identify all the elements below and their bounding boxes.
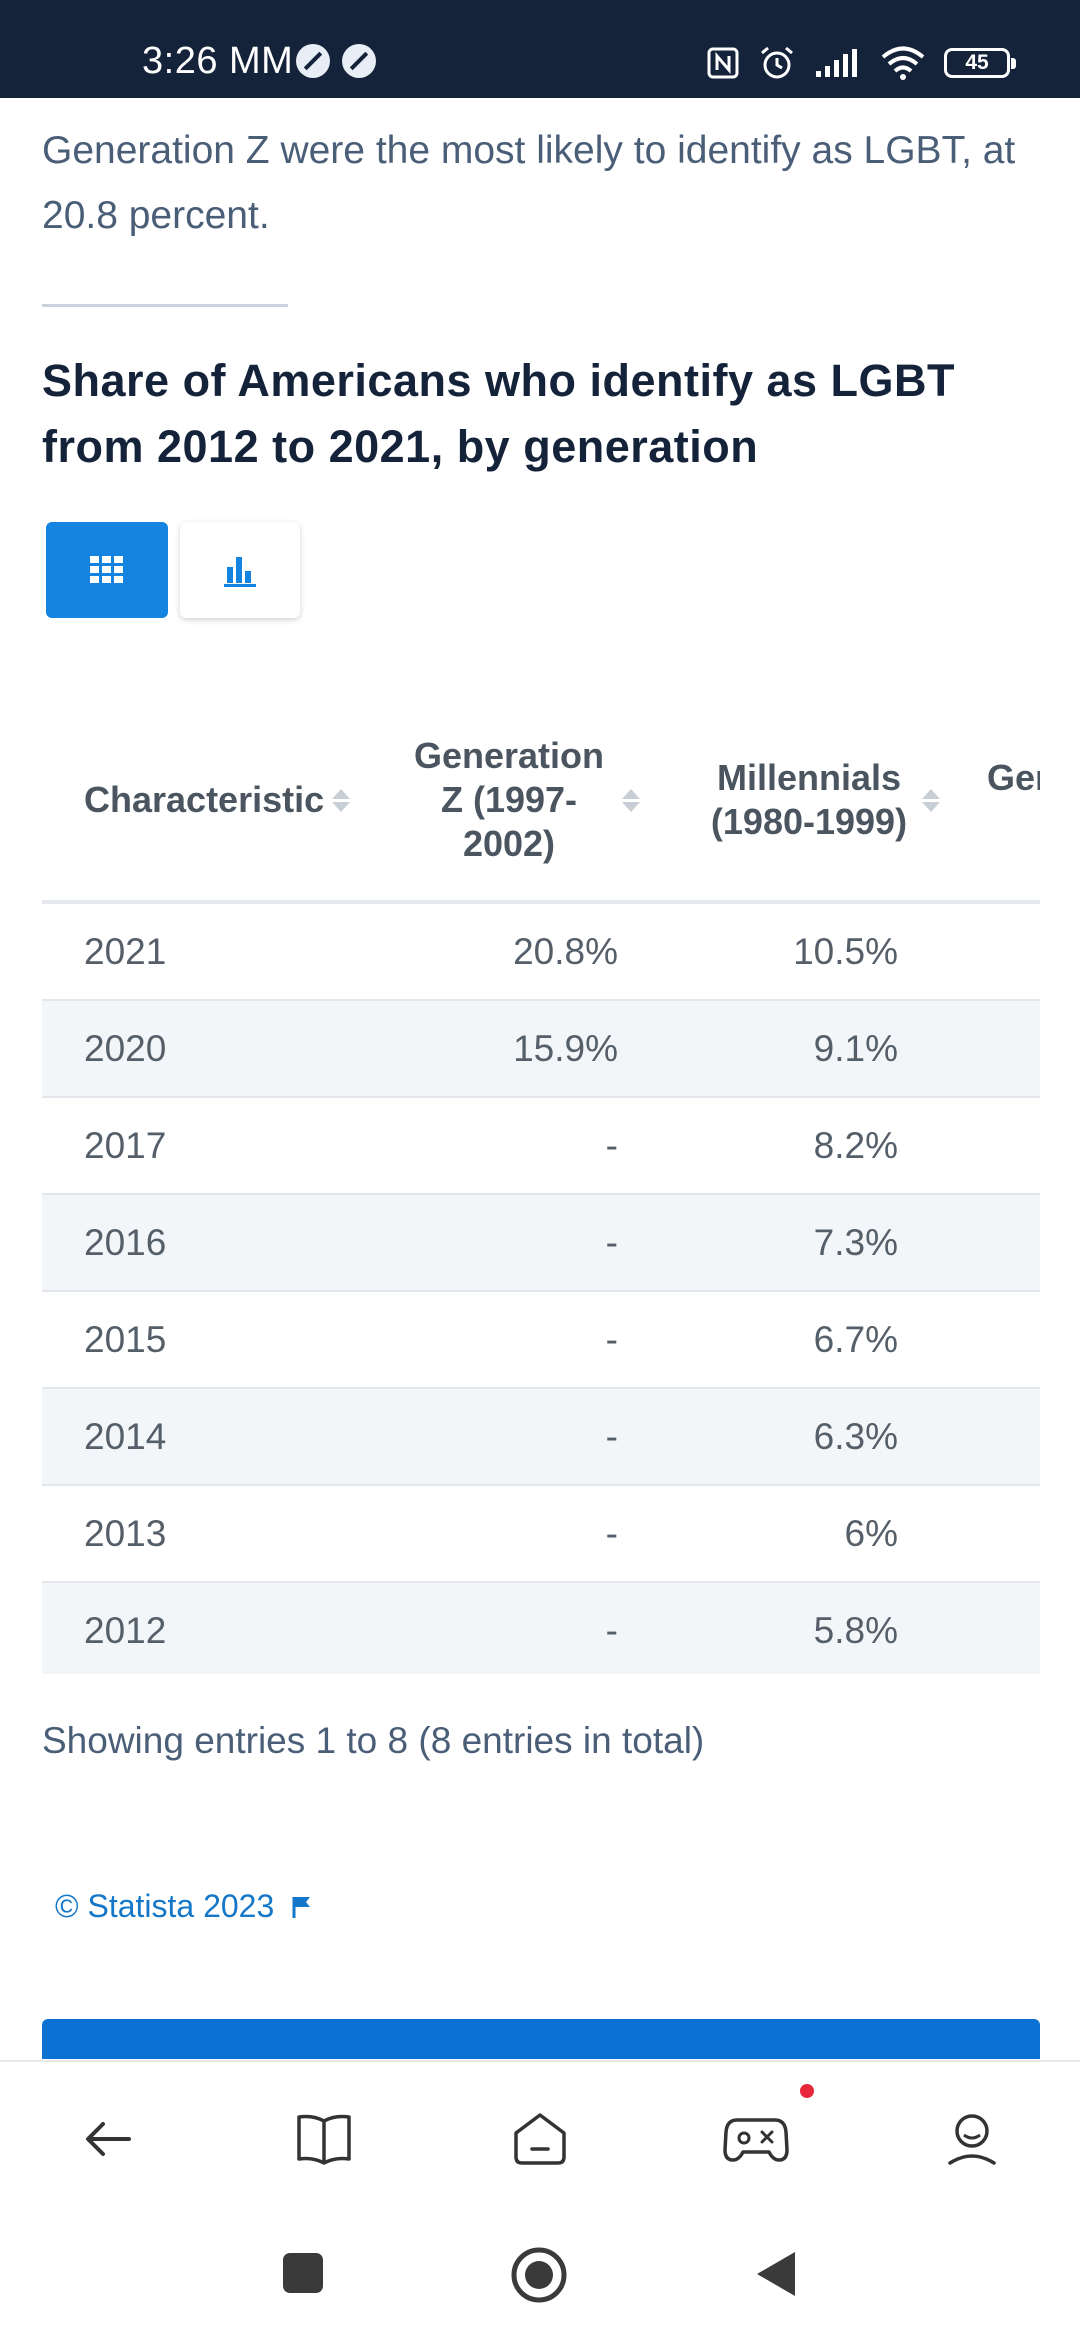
- table-row: 2016 - 7.3%: [42, 1194, 1040, 1292]
- battery-icon: 45: [944, 48, 1016, 78]
- cell-millennials: 9.1%: [682, 1000, 962, 1098]
- cell-year: 2020: [42, 1000, 362, 1098]
- nav-home-button[interactable]: [505, 2104, 575, 2174]
- table-view-button[interactable]: [46, 522, 168, 618]
- copyright-link[interactable]: © Statista 2023: [55, 1888, 312, 1925]
- table-row: 2021 20.8% 10.5%: [42, 902, 1040, 1001]
- cell-millennials: 6.3%: [682, 1388, 962, 1486]
- clock: 3:26: [142, 40, 218, 82]
- nav-games-button[interactable]: [721, 2104, 791, 2174]
- nav-profile-button[interactable]: [937, 2104, 1007, 2174]
- nav-back-button[interactable]: [73, 2104, 143, 2174]
- blocked-notification-icon: [342, 44, 376, 78]
- table-grid-icon: [90, 556, 123, 583]
- cell-year: 2017: [42, 1097, 362, 1195]
- data-table: Characteristic Generation Z (1997-2002) …: [42, 700, 1040, 1674]
- data-table-container[interactable]: Characteristic Generation Z (1997-2002) …: [42, 700, 1040, 1674]
- table-row: 2017 - 8.2%: [42, 1097, 1040, 1195]
- cell-gen-x: [962, 1388, 1040, 1486]
- signal-icon: [816, 49, 857, 77]
- blue-banner[interactable]: [42, 2019, 1040, 2059]
- cell-gen-z: -: [362, 1097, 682, 1195]
- cell-gen-z: -: [362, 1291, 682, 1389]
- table-row: 2013 - 6%: [42, 1485, 1040, 1583]
- cell-year: 2021: [42, 902, 362, 1001]
- bar-chart-icon: [224, 557, 256, 587]
- table-row: 2012 - 5.8%: [42, 1582, 1040, 1674]
- cell-gen-z: 20.8%: [362, 902, 682, 1001]
- profile-icon: [948, 2114, 996, 2165]
- nfc-icon: [707, 47, 739, 79]
- carrier-label: MM: [229, 40, 294, 82]
- header-label: Generation X: [986, 757, 1040, 798]
- sort-icon: [622, 788, 640, 812]
- cell-gen-z: -: [362, 1388, 682, 1486]
- entries-info: Showing entries 1 to 8 (8 entries in tot…: [42, 1720, 705, 1761]
- notification-icons: [296, 44, 376, 78]
- cell-gen-x: [962, 1000, 1040, 1098]
- cell-gen-x: [962, 1097, 1040, 1195]
- cell-year: 2012: [42, 1582, 362, 1674]
- table-row: 2014 - 6.3%: [42, 1388, 1040, 1486]
- sort-icon: [332, 788, 351, 812]
- alarm-icon: [761, 46, 793, 79]
- cell-millennials: 10.5%: [682, 902, 962, 1001]
- divider: [42, 304, 288, 307]
- flag-icon: [292, 1896, 311, 1918]
- recents-icon[interactable]: [282, 2252, 324, 2294]
- book-icon: [297, 2114, 351, 2165]
- chart-view-button[interactable]: [180, 522, 300, 618]
- header-gen-x[interactable]: Generation X: [962, 700, 1040, 904]
- bottom-nav: [0, 2060, 1080, 2212]
- status-bar: 3:26 MM 45: [0, 0, 1080, 98]
- header-label: Millennials (1980-1999): [710, 757, 908, 842]
- cell-gen-x: [962, 1485, 1040, 1583]
- intro-paragraph: Generation Z were the most likely to ide…: [42, 129, 1016, 237]
- nav-book-button[interactable]: [289, 2104, 359, 2174]
- cell-gen-x: [962, 902, 1040, 1001]
- notification-badge: [800, 2084, 814, 2098]
- blocked-notification-icon: [296, 44, 330, 78]
- wifi-icon: [881, 46, 925, 80]
- cell-millennials: 8.2%: [682, 1097, 962, 1195]
- home-icon: [514, 2113, 566, 2165]
- cell-year: 2014: [42, 1388, 362, 1486]
- header-gen-z[interactable]: Generation Z (1997-2002): [362, 700, 682, 904]
- table-header-row: Characteristic Generation Z (1997-2002) …: [42, 700, 1040, 904]
- back-triangle-icon[interactable]: [755, 2250, 797, 2298]
- system-nav: [0, 2210, 1080, 2340]
- sort-icon: [922, 788, 940, 812]
- status-right-icons: 45: [706, 44, 1016, 82]
- chart-title: Share of Americans who identify as LGBT …: [42, 355, 956, 472]
- cell-gen-z: 15.9%: [362, 1000, 682, 1098]
- header-characteristic[interactable]: Characteristic: [42, 700, 362, 904]
- cell-millennials: 7.3%: [682, 1194, 962, 1292]
- table-row: 2015 - 6.7%: [42, 1291, 1040, 1389]
- gamepad-icon: [723, 2118, 789, 2162]
- cell-year: 2016: [42, 1194, 362, 1292]
- cell-gen-x: [962, 1582, 1040, 1674]
- view-toggle: [46, 522, 300, 618]
- cell-millennials: 5.8%: [682, 1582, 962, 1674]
- table-row: 2020 15.9% 9.1%: [42, 1000, 1040, 1098]
- header-label: Characteristic: [84, 779, 325, 820]
- cell-millennials: 6.7%: [682, 1291, 962, 1389]
- cell-gen-x: [962, 1291, 1040, 1389]
- cell-gen-x: [962, 1194, 1040, 1292]
- cell-gen-z: -: [362, 1582, 682, 1674]
- cell-millennials: 6%: [682, 1485, 962, 1583]
- cell-year: 2015: [42, 1291, 362, 1389]
- status-time: 3:26 MM: [142, 40, 293, 83]
- header-millennials[interactable]: Millennials (1980-1999): [682, 700, 962, 904]
- header-label: Generation Z (1997-2002): [413, 735, 605, 864]
- cell-gen-z: -: [362, 1194, 682, 1292]
- home-circle-icon[interactable]: [510, 2246, 568, 2304]
- cell-year: 2013: [42, 1485, 362, 1583]
- arrow-left-icon: [86, 2122, 131, 2156]
- cell-gen-z: -: [362, 1485, 682, 1583]
- copyright-text: © Statista 2023: [55, 1888, 275, 1924]
